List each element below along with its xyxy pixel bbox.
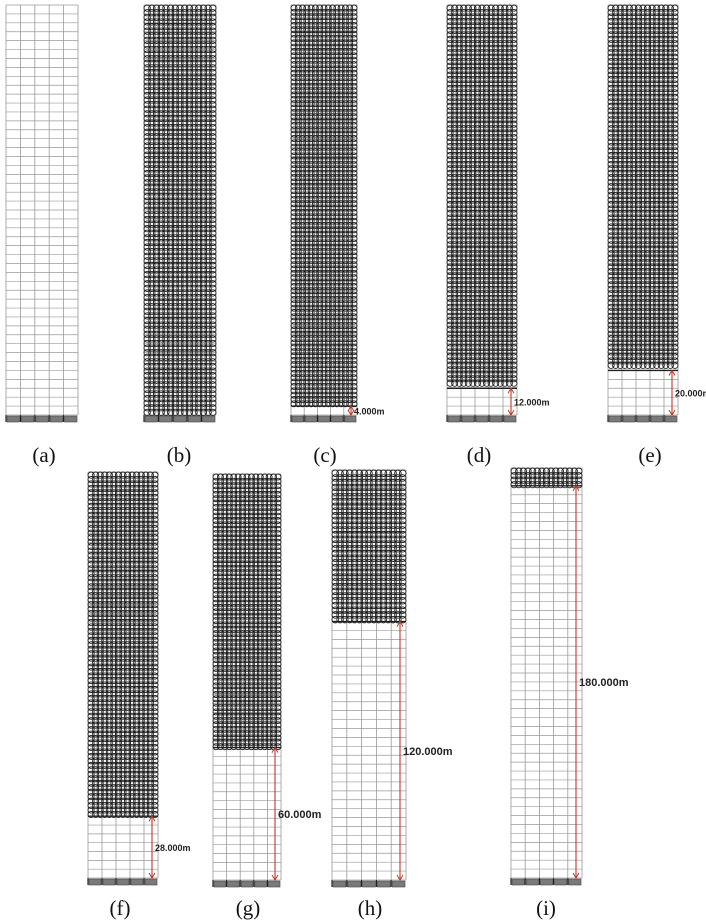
panel-e-drawing: 20.000m: [608, 5, 678, 435]
support-block: [476, 416, 488, 422]
panel-b-drawing: [144, 5, 216, 435]
support-block: [318, 416, 329, 422]
element-rings: [447, 5, 517, 388]
frame-grid: [6, 5, 78, 415]
support-block: [145, 416, 157, 422]
support-block: [490, 416, 502, 422]
support-block: [305, 416, 316, 422]
dimension-label: 4.000m: [354, 407, 385, 417]
support-block: [21, 416, 33, 422]
element-rings: [291, 5, 357, 407]
support-block: [462, 416, 474, 422]
panel-d: 12.000m: [447, 5, 517, 423]
base-supports: [6, 415, 77, 422]
support-block: [203, 416, 215, 422]
panel-e: 20.000m: [608, 5, 678, 423]
support-block: [36, 416, 48, 422]
dimension-indicator: 4.000m: [348, 406, 385, 416]
support-block: [292, 416, 303, 422]
support-block: [345, 416, 356, 422]
support-block: [50, 416, 62, 422]
support-block: [448, 416, 460, 422]
support-block: [188, 416, 200, 422]
ring: [511, 380, 517, 386]
base-supports: [447, 415, 516, 422]
base-supports: [291, 415, 356, 422]
panel-b: [144, 5, 216, 423]
panel-c: 4.000m: [291, 5, 357, 423]
support-block: [174, 416, 186, 422]
support-block: [65, 416, 77, 422]
panel-c-drawing: 4.000m: [291, 5, 357, 435]
support-block: [159, 416, 171, 422]
dimension-indicator: 12.000m: [508, 388, 550, 415]
panel-d-drawing: 12.000m: [447, 5, 517, 435]
panel-a: [6, 5, 78, 423]
element-rings: [608, 5, 678, 370]
support-block: [504, 416, 516, 422]
base-supports: [144, 415, 215, 422]
dimension-label: 12.000m: [514, 398, 550, 408]
support-block: [332, 416, 343, 422]
support-block: [7, 416, 19, 422]
panel-a-drawing: [6, 5, 78, 435]
ring: [210, 409, 216, 415]
